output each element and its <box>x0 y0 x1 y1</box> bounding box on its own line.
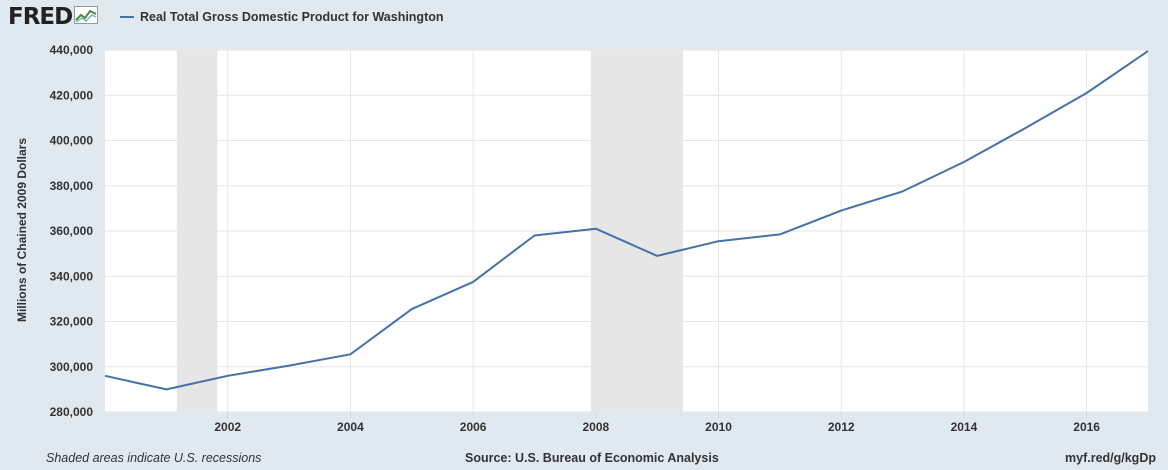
series-line-1[interactable] <box>104 50 1149 391</box>
data-point[interactable] <box>654 253 660 259</box>
y-tick-label: 300,000 <box>50 360 94 374</box>
data-point[interactable] <box>961 159 967 165</box>
y-tick-label: 420,000 <box>50 88 94 102</box>
data-point[interactable] <box>1022 125 1028 131</box>
source-text: Source: U.S. Bureau of Economic Analysis <box>465 451 719 465</box>
x-tick-label: 2002 <box>214 420 241 434</box>
data-point[interactable] <box>1084 90 1090 96</box>
data-point[interactable] <box>409 306 415 312</box>
logo-text: FRED <box>8 4 73 30</box>
data-point[interactable] <box>163 386 169 392</box>
x-tick-label: 2008 <box>582 420 609 434</box>
data-point[interactable] <box>838 208 844 214</box>
data-point[interactable] <box>347 351 353 357</box>
data-point[interactable] <box>777 231 783 237</box>
data-point[interactable] <box>470 279 476 285</box>
x-tick-label: 2012 <box>828 420 855 434</box>
y-tick-label: 320,000 <box>50 315 94 329</box>
data-point[interactable] <box>286 363 292 369</box>
short-link[interactable]: myf.red/g/kgDp <box>1065 451 1156 465</box>
x-tick-label: 2010 <box>705 420 732 434</box>
x-tick-label: 2014 <box>951 420 978 434</box>
legend-swatch <box>120 16 134 18</box>
y-tick-label: 380,000 <box>50 179 94 193</box>
data-point[interactable] <box>593 226 599 232</box>
x-tick-label: 2006 <box>460 420 487 434</box>
x-tick-label: 2016 <box>1073 420 1100 434</box>
chart-legend: Real Total Gross Domestic Product for Wa… <box>120 10 444 24</box>
y-tick-label: 400,000 <box>50 134 94 148</box>
fred-logo[interactable]: FRED <box>8 4 99 30</box>
legend-label: Real Total Gross Domestic Product for Wa… <box>140 10 444 24</box>
data-point[interactable] <box>1145 48 1151 54</box>
data-point[interactable] <box>102 373 108 379</box>
x-tick-label: 2004 <box>337 420 364 434</box>
y-tick-label: 360,000 <box>50 224 94 238</box>
y-tick-label: 340,000 <box>50 269 94 283</box>
data-point[interactable] <box>225 373 231 379</box>
recession-note: Shaded areas indicate U.S. recessions <box>46 451 262 465</box>
y-tick-label: 440,000 <box>50 43 94 57</box>
data-point[interactable] <box>900 188 906 194</box>
data-point[interactable] <box>531 233 537 239</box>
y-tick-label: 280,000 <box>50 405 94 419</box>
data-point[interactable] <box>716 238 722 244</box>
line-chart-icon <box>74 5 99 29</box>
